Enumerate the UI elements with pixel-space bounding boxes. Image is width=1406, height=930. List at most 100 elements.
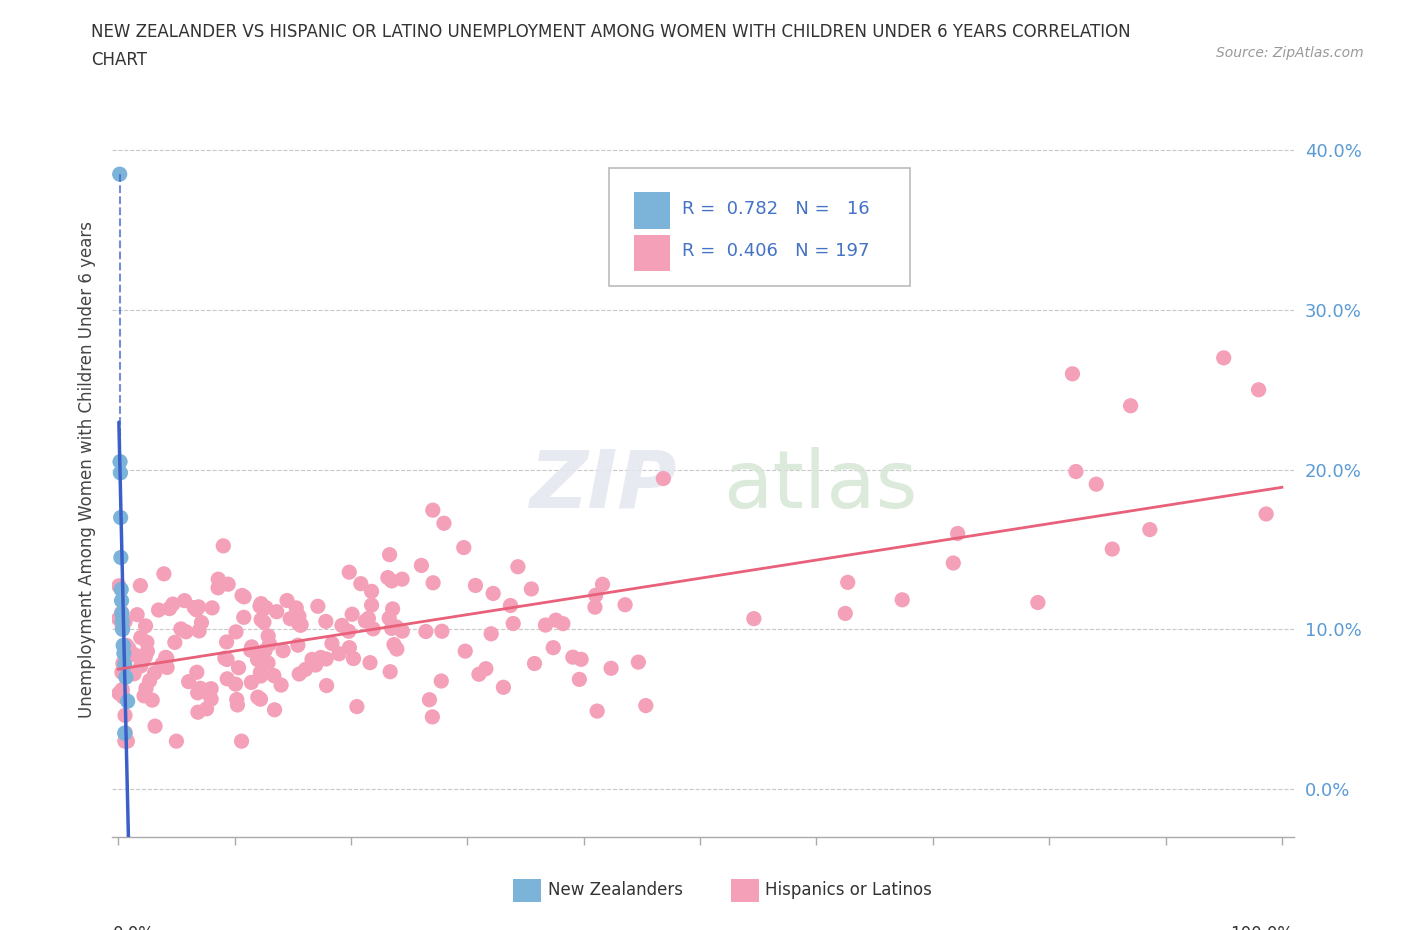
Point (148, 603, 170, 618)
Point (1119, 398, 1142, 413)
Point (381, 621, 404, 636)
Point (1247, 382, 1270, 397)
Point (568, 671, 591, 686)
Point (111, 614, 134, 629)
Point (288, 609, 311, 624)
Point (183, 600, 205, 615)
Text: NEW ZEALANDER VS HISPANIC OR LATINO UNEMPLOYMENT AMONG WOMEN WITH CHILDREN UNDER: NEW ZEALANDER VS HISPANIC OR LATINO UNEM… (91, 23, 1130, 41)
Point (111, 657, 134, 671)
Bar (634, 192, 669, 229)
Point (111, 606, 134, 621)
Point (150, 657, 173, 671)
Point (290, 618, 312, 632)
Point (110, 550, 132, 565)
Point (240, 640, 263, 655)
Point (108, 578, 131, 593)
Point (287, 638, 309, 653)
Point (107, 611, 129, 626)
Point (225, 624, 247, 639)
Point (361, 621, 384, 636)
Point (143, 666, 166, 681)
Point (249, 692, 271, 707)
Point (156, 651, 179, 666)
Point (288, 667, 311, 682)
Point (1026, 595, 1049, 610)
Point (117, 694, 139, 709)
Point (891, 592, 914, 607)
Point (1101, 541, 1123, 556)
Point (212, 538, 235, 553)
Point (321, 636, 343, 651)
Point (350, 577, 373, 591)
Point (114, 614, 136, 629)
Point (134, 649, 156, 664)
Point (132, 688, 155, 703)
Point (226, 698, 249, 712)
Point (118, 641, 141, 656)
Point (232, 610, 254, 625)
Point (330, 618, 353, 632)
Point (381, 574, 404, 589)
Point (188, 623, 211, 638)
Point (240, 675, 263, 690)
Point (433, 516, 456, 531)
Point (165, 734, 187, 749)
Point (249, 665, 271, 680)
Point (200, 692, 222, 707)
Text: R =  0.406   N = 197: R = 0.406 N = 197 (682, 243, 869, 260)
Point (359, 656, 381, 671)
Point (287, 617, 309, 631)
Point (162, 597, 184, 612)
Point (266, 604, 288, 619)
Point (174, 624, 197, 639)
Point (600, 661, 623, 676)
Point (143, 719, 166, 734)
Point (1212, 351, 1234, 365)
Point (391, 624, 413, 639)
Point (138, 673, 160, 688)
Point (378, 547, 401, 562)
Point (114, 725, 136, 740)
Point (263, 702, 285, 717)
Point (1139, 522, 1161, 537)
Text: New Zealanders: New Zealanders (548, 882, 683, 899)
Point (502, 616, 524, 631)
Point (156, 660, 179, 675)
Point (304, 658, 326, 672)
Bar (634, 234, 669, 272)
Point (111, 665, 134, 680)
Point (187, 705, 209, 720)
Point (1256, 507, 1278, 522)
Point (159, 601, 181, 616)
Point (309, 650, 332, 665)
Point (217, 671, 239, 686)
Point (464, 578, 486, 593)
Point (337, 624, 360, 639)
Point (129, 578, 152, 593)
Point (215, 634, 238, 649)
Point (115, 670, 138, 684)
Point (231, 588, 253, 603)
Point (499, 598, 522, 613)
Point (271, 644, 294, 658)
Point (186, 665, 208, 680)
Point (122, 667, 145, 682)
Point (108, 685, 131, 700)
Point (453, 540, 475, 555)
Point (111, 619, 134, 634)
Point (569, 652, 592, 667)
Point (315, 614, 337, 629)
Point (253, 615, 276, 630)
Point (263, 668, 285, 683)
Text: R =  0.782   N =   16: R = 0.782 N = 16 (682, 200, 869, 218)
Point (207, 572, 229, 587)
Point (634, 698, 657, 713)
Point (422, 710, 444, 724)
Point (942, 555, 965, 570)
Point (246, 652, 269, 667)
Point (257, 656, 280, 671)
Point (380, 664, 402, 679)
Point (585, 588, 607, 603)
Point (381, 602, 404, 617)
Point (391, 572, 413, 587)
